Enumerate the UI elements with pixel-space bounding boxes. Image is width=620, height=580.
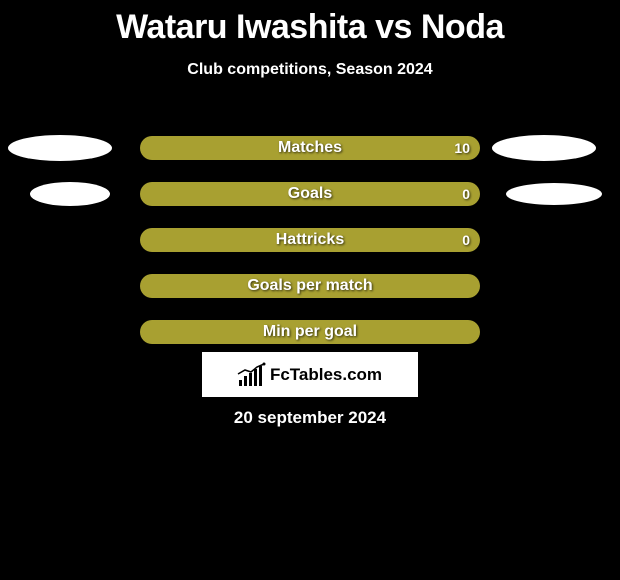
stat-row: Matches10 <box>0 125 620 171</box>
stat-bar: Min per goal <box>140 320 480 344</box>
page-title: Wataru Iwashita vs Noda <box>0 0 620 47</box>
stat-row: Min per goal <box>0 309 620 355</box>
stat-bar-value: 0 <box>462 228 470 252</box>
stat-bar-value: 0 <box>462 182 470 206</box>
source-badge: FcTables.com <box>202 352 418 397</box>
stat-bar: Hattricks0 <box>140 228 480 252</box>
stat-bar-label: Hattricks <box>140 228 480 252</box>
stat-row: Goals per match <box>0 263 620 309</box>
stat-row: Hattricks0 <box>0 217 620 263</box>
left-ellipse <box>30 182 110 206</box>
stat-bar: Matches10 <box>140 136 480 160</box>
stat-bar-label: Goals per match <box>140 274 480 298</box>
source-badge-text: FcTables.com <box>270 365 382 385</box>
stat-bar-label: Min per goal <box>140 320 480 344</box>
date-text: 20 september 2024 <box>0 408 620 428</box>
stat-row: Goals0 <box>0 171 620 217</box>
chart-icon <box>238 364 266 386</box>
left-ellipse <box>8 135 112 161</box>
stat-rows-container: Matches10Goals0Hattricks0Goals per match… <box>0 125 620 355</box>
stat-bar-label: Goals <box>140 182 480 206</box>
stat-bar: Goals per match <box>140 274 480 298</box>
right-ellipse <box>492 135 596 161</box>
page-subtitle: Club competitions, Season 2024 <box>0 61 620 79</box>
stat-bar: Goals0 <box>140 182 480 206</box>
stat-bar-value: 10 <box>454 136 470 160</box>
stat-bar-label: Matches <box>140 136 480 160</box>
right-ellipse <box>506 183 602 205</box>
